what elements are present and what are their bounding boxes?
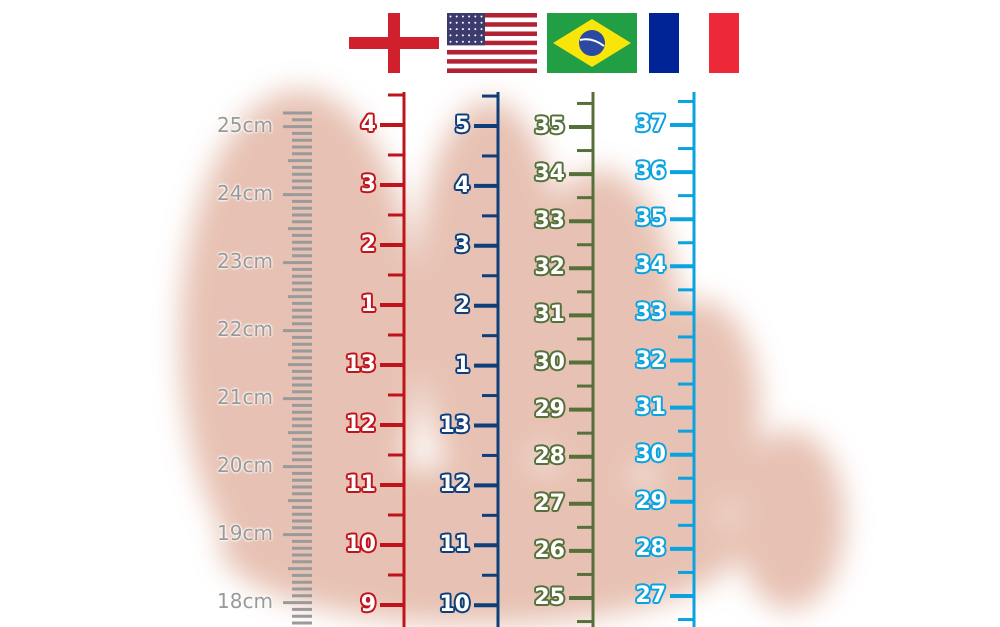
brazil-size-label: 30 [534,349,565,375]
flag-star [480,34,483,37]
flag-star [455,21,458,24]
france-flag [649,13,739,73]
flag-stripe [447,49,537,55]
cm-label: 25cm [217,113,273,137]
france-size-label: 30 [635,441,666,467]
brazil-size-label: 31 [534,302,565,328]
usa-size-label: 4 [454,172,470,198]
flag-star [449,21,452,24]
flag-stripe [447,26,537,32]
flag-star [461,40,464,43]
flag-star [480,21,483,24]
cm-label: 24cm [217,181,273,205]
france-size-label: 37 [635,112,666,137]
flag-star [468,40,471,43]
flag-stripe [447,45,537,50]
flag-star [461,34,464,37]
flag-star [474,21,477,24]
flag-star [461,28,464,31]
flag-star [468,28,471,31]
flag-star [455,28,458,31]
cm-label: 18cm [217,589,273,613]
france-size-label: 31 [635,394,666,420]
cm-label: 23cm [217,249,273,273]
usa-size-label: 1 [454,352,470,378]
france-size-label: 28 [635,535,666,561]
france-size-label: 33 [635,300,666,326]
flag-stripe [447,17,537,23]
flag-star [455,34,458,37]
usa-size-label: 12 [439,472,470,498]
france-size-label: 35 [635,206,666,232]
usa-size-label: 3 [454,232,470,258]
brazil-flag [547,13,637,73]
england-flag [349,13,439,73]
flag-star [468,21,471,24]
brazil-size-label: 27 [534,490,565,516]
brazil-size-label: 35 [534,114,565,139]
flag-star [474,40,477,43]
france-size-label: 32 [635,347,666,373]
flag-star [455,40,458,43]
england-size-label: 12 [345,412,376,437]
flag-stripe [447,36,537,41]
flag-star [474,15,477,18]
brazil-size-label: 34 [534,161,565,187]
brazil-size-label: 32 [534,255,565,281]
usa-size-label: 10 [439,592,470,618]
flag-star [474,34,477,37]
england-size-label: 9 [360,592,376,617]
flag-star [461,15,464,18]
france-size-label: 27 [635,583,666,608]
cm-label: 20cm [217,453,273,477]
flag-star [455,15,458,18]
flag-star [474,28,477,31]
england-size-label: 13 [345,352,376,377]
flag-stripe [447,54,537,60]
brazil-size-label: 25 [534,585,565,610]
flag-stripe [447,40,537,46]
flag-star [461,21,464,24]
england-size-label: 2 [360,232,376,257]
flag-stripe [447,22,537,27]
brazil-size-label: 28 [534,443,565,469]
flag-stripe [447,31,537,37]
flag-star [468,34,471,37]
england-size-label: 1 [360,292,376,317]
usa-size-label: 13 [439,412,470,438]
brazil-size-label: 29 [534,396,565,422]
flag-canton [447,13,485,46]
flag-stripe [447,63,537,69]
england-size-label: 3 [360,172,376,197]
england-size-label: 11 [345,472,376,497]
flag-star [480,15,483,18]
cm-label: 21cm [217,385,273,409]
cm-label: 19cm [217,521,273,545]
brazil-size-label: 33 [534,208,565,234]
flag-stripe [447,59,537,64]
flag-star [468,15,471,18]
england-size-label: 4 [360,112,376,137]
flag-star [449,34,452,37]
england-size-label: 10 [345,532,376,557]
flag-star [449,15,452,18]
flag-star [449,28,452,31]
flag-star [480,28,483,31]
usa-size-label: 11 [439,532,470,558]
flag-star [449,40,452,43]
usa-size-label: 2 [454,292,470,318]
france-size-label: 36 [635,159,666,185]
flag-star [480,40,483,43]
france-size-label: 29 [635,488,666,514]
flag-stripe [447,68,537,73]
usa-size-label: 5 [454,113,470,138]
france-size-label: 34 [635,253,666,279]
flag-stripe [447,13,537,18]
usa-flag [447,13,537,73]
cm-label: 22cm [217,317,273,341]
brazil-size-label: 26 [534,537,565,563]
